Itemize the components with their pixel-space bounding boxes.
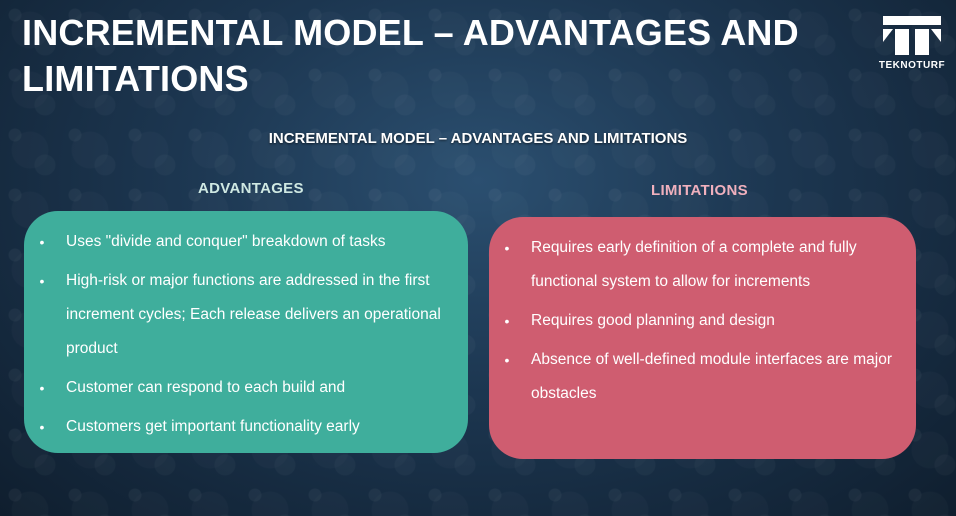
limitation-text: Requires good planning and design	[531, 312, 775, 329]
limitations-list: • Requires early definition of a complete…	[501, 231, 898, 411]
limitation-item: • Requires early definition of a complete…	[501, 231, 898, 299]
bullet-icon: •	[39, 234, 45, 250]
bullet-icon: •	[39, 419, 45, 435]
bullet-icon: •	[39, 273, 45, 289]
advantages-heading: ADVANTAGES	[198, 180, 304, 197]
advantages-box: • Uses "divide and conquer" breakdown of …	[24, 211, 468, 453]
advantage-text: Uses "divide and conquer" breakdown of t…	[66, 233, 386, 250]
limitation-item: • Requires good planning and design	[501, 304, 898, 338]
teknoturf-logo: TEKNOTURF	[876, 10, 948, 76]
bullet-icon: •	[504, 240, 510, 256]
advantage-item: • Customer can respond to each build and	[36, 371, 450, 405]
limitations-heading: LIMITATIONS	[651, 182, 748, 199]
slide-title: INCREMENTAL MODEL – ADVANTAGES AND LIMIT…	[22, 12, 799, 99]
limitations-box: • Requires early definition of a complete…	[489, 217, 916, 459]
bullet-icon: •	[504, 313, 510, 329]
limitation-item: • Absence of well-defined module interfac…	[501, 343, 898, 411]
advantage-text: High-risk or major functions are address…	[66, 272, 441, 357]
slide-subtitle: INCREMENTAL MODEL – ADVANTAGES AND LIMIT…	[268, 130, 688, 147]
advantage-item: • High-risk or major functions are addres…	[36, 264, 450, 366]
bullet-icon: •	[504, 352, 510, 368]
advantage-text: Customer can respond to each build and	[66, 379, 346, 396]
advantage-item: • Customers get important functionality e…	[36, 410, 450, 444]
advantages-list: • Uses "divide and conquer" breakdown of …	[36, 225, 450, 444]
bullet-icon: •	[39, 380, 45, 396]
advantage-item: • Uses "divide and conquer" breakdown of …	[36, 225, 450, 259]
logo-text: TEKNOTURF	[878, 60, 946, 71]
limitation-text: Absence of well-defined module interface…	[531, 351, 892, 402]
logo-icon	[883, 16, 941, 55]
limitation-text: Requires early definition of a complete …	[531, 239, 857, 290]
advantage-text: Customers get important functionality ea…	[66, 418, 360, 435]
